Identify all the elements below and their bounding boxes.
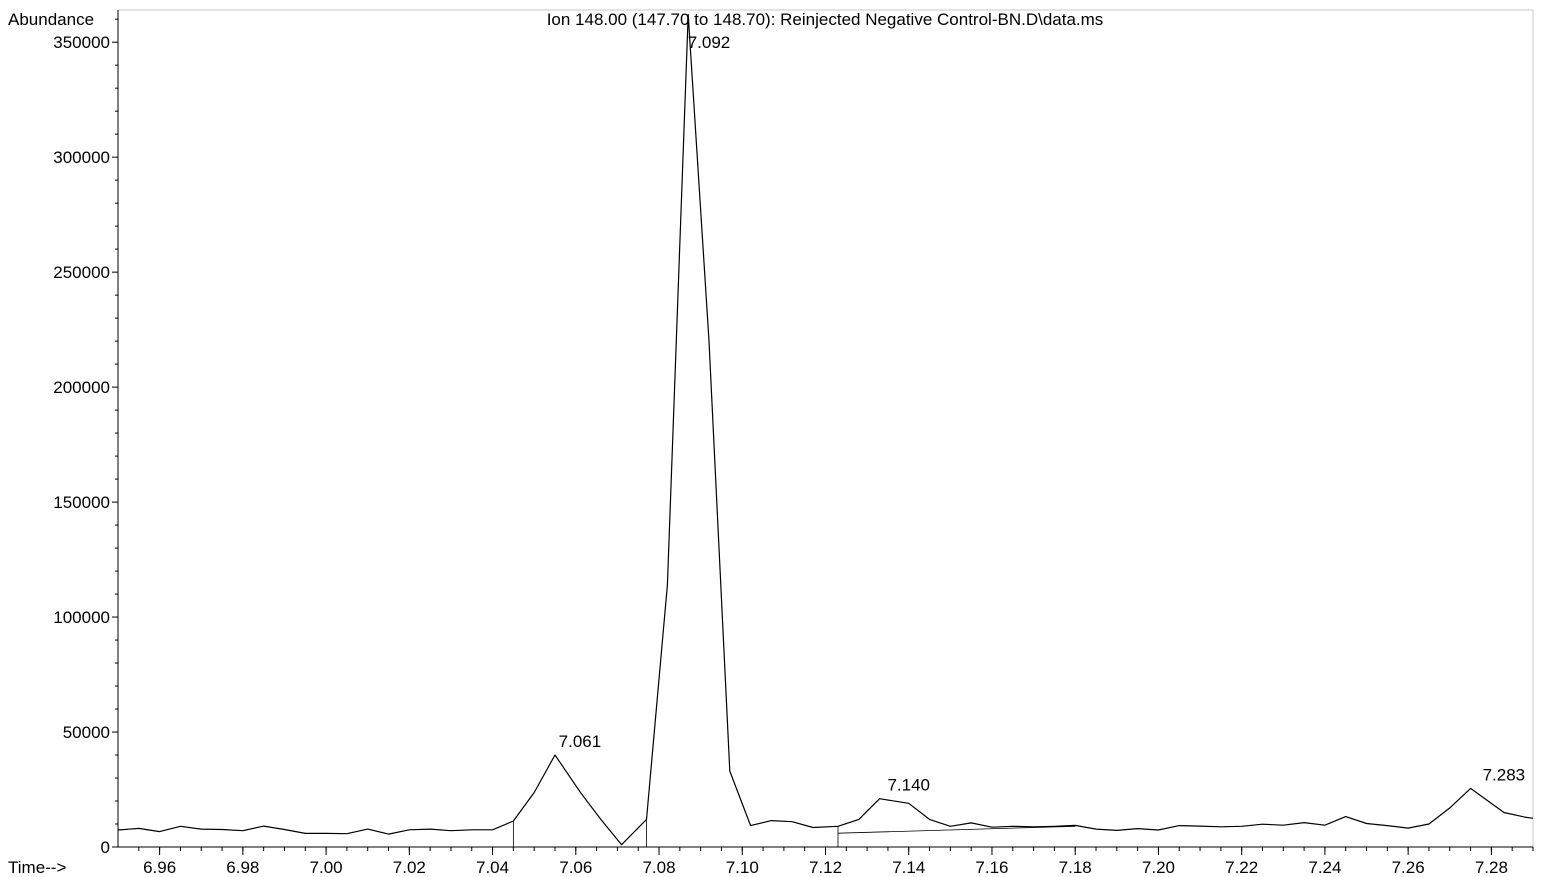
x-tick-label: 7.28: [1475, 858, 1508, 877]
x-tick-label: 7.14: [892, 858, 925, 877]
peak-labels: 7.061 7.092 7.140 7.283: [559, 33, 1525, 795]
x-tick-label: 7.24: [1308, 858, 1341, 877]
y-tick-label: 100000: [53, 608, 110, 627]
x-axis-label: Time-->: [8, 858, 66, 877]
x-tick-label: 7.10: [726, 858, 759, 877]
peak-label: 7.061: [559, 732, 602, 751]
y-tick-label: 50000: [63, 723, 110, 742]
integration-baselines: [512, 819, 1076, 847]
peak-label: 7.283: [1483, 765, 1526, 784]
x-tick-label: 6.96: [143, 858, 176, 877]
plot-frame: [117, 9, 1534, 848]
x-tick-label: 7.26: [1392, 858, 1425, 877]
x-tick-label: 7.20: [1142, 858, 1175, 877]
y-tick-label: 150000: [53, 493, 110, 512]
y-tick-label: 300000: [53, 148, 110, 167]
x-tick-label: 7.12: [809, 858, 842, 877]
chart-title: Ion 148.00 (147.70 to 148.70): Reinjecte…: [547, 10, 1104, 29]
x-tick-label: 7.02: [393, 858, 426, 877]
baseline-segment: [837, 825, 1076, 834]
y-tick-label: 200000: [53, 378, 110, 397]
x-tick-label: 7.18: [1059, 858, 1092, 877]
x-tick-label: 7.00: [310, 858, 343, 877]
axis-ticks: 0 50000 100000 150000 200000 250000 300000 3500…: [53, 18, 1534, 877]
x-tick-label: 7.04: [476, 858, 509, 877]
y-axis-label: Abundance: [8, 10, 94, 29]
x-tick-label: 7.08: [642, 858, 675, 877]
x-tick-label: 7.06: [559, 858, 592, 877]
peak-label: 7.092: [688, 33, 731, 52]
y-tick-label: 0: [101, 838, 110, 857]
x-tick-label: 7.22: [1225, 858, 1258, 877]
y-tick-label: 350000: [53, 33, 110, 52]
series-group: [117, 14, 1534, 846]
peak-label: 7.140: [887, 776, 930, 795]
x-tick-label: 6.98: [226, 858, 259, 877]
x-tick-label: 7.16: [975, 858, 1008, 877]
y-tick-label: 250000: [53, 263, 110, 282]
ion-trace-line: [117, 14, 1534, 846]
